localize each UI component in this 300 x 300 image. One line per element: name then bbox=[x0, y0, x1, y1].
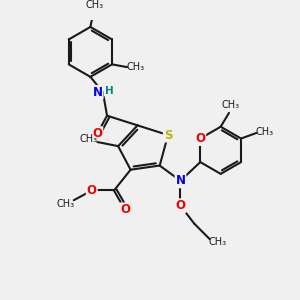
Text: O: O bbox=[120, 203, 130, 216]
Text: CH₃: CH₃ bbox=[57, 199, 75, 208]
Text: CH₃: CH₃ bbox=[80, 134, 98, 144]
Text: O: O bbox=[176, 199, 185, 212]
Text: O: O bbox=[92, 127, 102, 140]
Text: CH₃: CH₃ bbox=[127, 62, 145, 72]
Text: N: N bbox=[93, 85, 103, 99]
Text: CH₃: CH₃ bbox=[221, 100, 239, 110]
Text: CH₃: CH₃ bbox=[255, 127, 273, 136]
Text: CH₃: CH₃ bbox=[208, 237, 226, 247]
Text: O: O bbox=[87, 184, 97, 197]
Text: CH₃: CH₃ bbox=[85, 0, 103, 10]
Text: H: H bbox=[105, 86, 113, 96]
Text: O: O bbox=[195, 132, 205, 145]
Text: S: S bbox=[164, 129, 172, 142]
Text: N: N bbox=[176, 174, 185, 187]
